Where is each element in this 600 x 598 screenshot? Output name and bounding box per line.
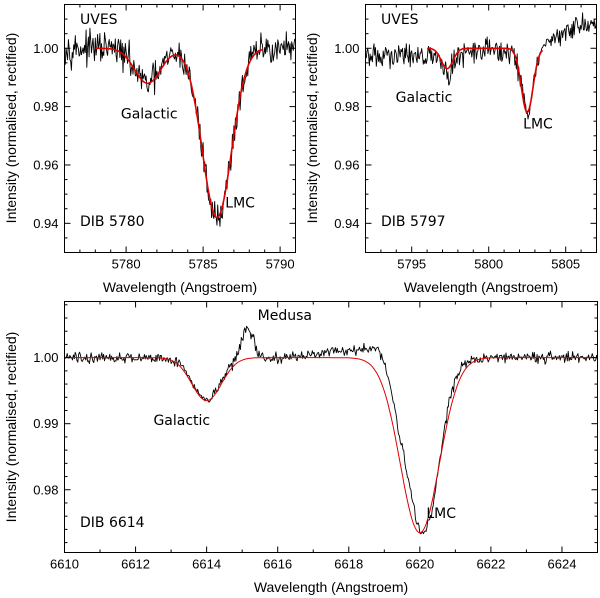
x-tick-label: 6610 xyxy=(50,557,79,572)
model-fit-line-p5797 xyxy=(427,47,544,114)
panel-dib-5780-instrument-label: UVES xyxy=(80,12,118,28)
panel-dib-5780: 5780 5785 5790 0.94 0.96 0.98 1.00 UVES DIB 57… xyxy=(3,4,296,295)
x-tick-label: 6622 xyxy=(476,557,505,572)
y-tick-label: 0.98 xyxy=(33,99,58,114)
y-tick-label: 1.00 xyxy=(334,41,359,56)
y-tick-label: 1.00 xyxy=(33,41,58,56)
y-tick-label: 0.98 xyxy=(33,482,58,497)
panel-dib-6614-y-axis-label: Intensity (normalised, rectified) xyxy=(3,332,19,523)
panel-dib-5797-annotation-lmc: LMC xyxy=(523,117,553,133)
panel-dib-6614-annotation-medusa: Medusa xyxy=(258,308,312,324)
y-tick-label: 0.94 xyxy=(334,216,359,231)
x-tick-label: 5790 xyxy=(266,257,295,272)
panel-dib-6614-dib-label: DIB 6614 xyxy=(80,515,145,531)
panel-dib-5780-spectra xyxy=(64,27,296,227)
y-tick-label: 0.98 xyxy=(334,99,359,114)
x-tick-label: 6624 xyxy=(548,557,577,572)
panel-dib-5797-frame xyxy=(365,4,597,253)
panel-dib-5797-spectra xyxy=(365,12,597,120)
panel-dib-5780-y-axis-label: Intensity (normalised, rectified) xyxy=(3,33,19,224)
panel-dib-6614-x-axis-label: Wavelength (Angstroem) xyxy=(254,579,408,595)
observed-spectrum-line-p6614 xyxy=(64,325,598,535)
x-tick-label: 5800 xyxy=(474,257,503,272)
panel-dib-5797-y-axis-label: Intensity (normalised, rectified) xyxy=(304,33,320,224)
panel-dib-6614-annotation-lmc: LMC xyxy=(426,506,456,522)
panel-dib-5780-annotation-galactic: Galactic xyxy=(121,106,178,122)
panel-dib-5797-x-axis-label: Wavelength (Angstroem) xyxy=(404,279,558,295)
y-tick-label: 1.00 xyxy=(33,350,58,365)
x-tick-label: 6620 xyxy=(405,557,434,572)
panel-dib-5797-dib-label: DIB 5797 xyxy=(381,214,446,230)
x-tick-label: 6612 xyxy=(121,557,150,572)
x-tick-label: 5780 xyxy=(112,257,141,272)
panel-dib-6614: 6610 6612 6614 6616 6618 6620 6622 6624 0.98 0.99… xyxy=(3,301,598,595)
panel-dib-5797: 5795 5800 5805 0.94 0.96 0.98 1.00 UVES DIB 57… xyxy=(304,4,597,295)
observed-spectrum-line-p5797 xyxy=(365,12,597,120)
x-tick-label: 6618 xyxy=(334,557,363,572)
y-tick-label: 0.96 xyxy=(33,157,58,172)
x-tick-label: 5795 xyxy=(397,257,426,272)
panel-dib-6614-spectra xyxy=(64,325,598,535)
panel-dib-5797-instrument-label: UVES xyxy=(381,12,419,28)
panel-dib-5780-dib-label: DIB 5780 xyxy=(80,214,145,230)
x-tick-label: 5785 xyxy=(189,257,218,272)
panel-dib-5780-frame xyxy=(64,4,296,253)
y-tick-label: 0.94 xyxy=(33,216,58,231)
panel-dib-6614-frame xyxy=(64,301,598,553)
panel-dib-5780-annotation-lmc: LMC xyxy=(225,195,255,211)
panel-dib-6614-annotation-galactic: Galactic xyxy=(153,413,210,429)
panel-dib-6614-ticks: 6610 6612 6614 6616 6618 6620 6622 6624 0.98 0.99… xyxy=(33,301,598,572)
y-tick-label: 0.96 xyxy=(334,157,359,172)
panel-dib-5780-x-axis-label: Wavelength (Angstroem) xyxy=(103,279,257,295)
model-fit-line-p5780 xyxy=(95,47,264,219)
panel-dib-5797-annotation-galactic: Galactic xyxy=(396,90,453,106)
panel-dib-5797-ticks: 5795 5800 5805 0.94 0.96 0.98 1.00 xyxy=(334,4,597,272)
panel-dib-5780-ticks: 5780 5785 5790 0.94 0.96 0.98 1.00 xyxy=(33,4,296,272)
model-fit-line-p6614 xyxy=(64,357,598,534)
observed-spectrum-line-p5780 xyxy=(64,27,296,227)
x-tick-label: 6616 xyxy=(263,557,292,572)
x-tick-label: 6614 xyxy=(192,557,221,572)
x-tick-label: 5805 xyxy=(551,257,580,272)
y-tick-label: 0.99 xyxy=(33,416,58,431)
